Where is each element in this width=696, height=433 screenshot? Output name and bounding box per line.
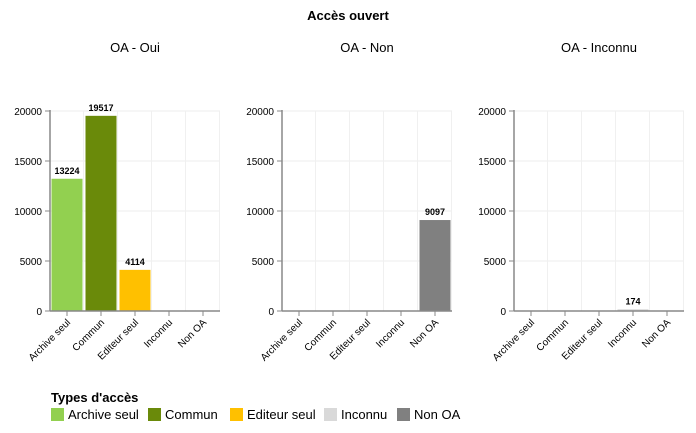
bar-1-1 <box>51 178 83 311</box>
data-label: 4114 <box>125 257 145 267</box>
y-tick-label: 15000 <box>478 157 506 168</box>
y-tick-label: 0 <box>268 307 274 318</box>
y-tick-label: 10000 <box>246 207 274 218</box>
legend-label-3: Editeur seul <box>247 407 316 422</box>
bar-1-3 <box>119 269 151 311</box>
data-label: 174 <box>625 296 640 306</box>
x-tick-label: Non OA <box>640 317 673 350</box>
y-tick-label: 0 <box>36 307 42 318</box>
y-tick-label: 0 <box>500 307 506 318</box>
legend-label-2: Commun <box>165 407 218 422</box>
bar-3-4 <box>617 309 649 311</box>
bar-1-2 <box>85 115 117 311</box>
data-label: 19517 <box>88 103 113 113</box>
y-tick-label: 15000 <box>14 157 42 168</box>
legend-title: Types d'accès <box>51 390 138 405</box>
legend-label-5: Non OA <box>414 407 461 422</box>
x-tick-label: Non OA <box>408 317 441 350</box>
legend-swatch-5 <box>397 408 410 421</box>
legend-swatch-2 <box>148 408 161 421</box>
bar-2-5 <box>419 220 451 311</box>
x-tick-label: Inconnu <box>374 317 407 350</box>
legend-label-4: Inconnu <box>341 407 387 422</box>
x-tick-label: Inconnu <box>142 317 175 350</box>
y-tick-label: 5000 <box>484 257 507 268</box>
y-tick-label: 20000 <box>478 107 506 118</box>
legend-swatch-3 <box>230 408 243 421</box>
x-tick-label: Archive seul <box>259 317 305 363</box>
data-label: 9097 <box>425 207 445 217</box>
panel-title-3: OA - Inconnu <box>561 40 637 55</box>
legend-swatch-1 <box>51 408 64 421</box>
y-tick-label: 20000 <box>14 107 42 118</box>
y-tick-label: 5000 <box>20 257 43 268</box>
y-tick-label: 10000 <box>14 207 42 218</box>
legend-swatch-4 <box>324 408 337 421</box>
x-tick-label: Inconnu <box>606 317 639 350</box>
y-tick-label: 5000 <box>252 257 275 268</box>
panel-title-1: OA - Oui <box>110 40 160 55</box>
chart-title: Accès ouvert <box>307 8 389 23</box>
y-tick-label: 15000 <box>246 157 274 168</box>
y-tick-label: 20000 <box>246 107 274 118</box>
x-tick-label: Archive seul <box>491 317 537 363</box>
x-tick-label: Non OA <box>176 317 209 350</box>
x-tick-label: Archive seul <box>27 317 73 363</box>
y-tick-label: 10000 <box>478 207 506 218</box>
panel-title-2: OA - Non <box>340 40 393 55</box>
data-label: 13224 <box>54 166 79 176</box>
legend-label-1: Archive seul <box>68 407 139 422</box>
